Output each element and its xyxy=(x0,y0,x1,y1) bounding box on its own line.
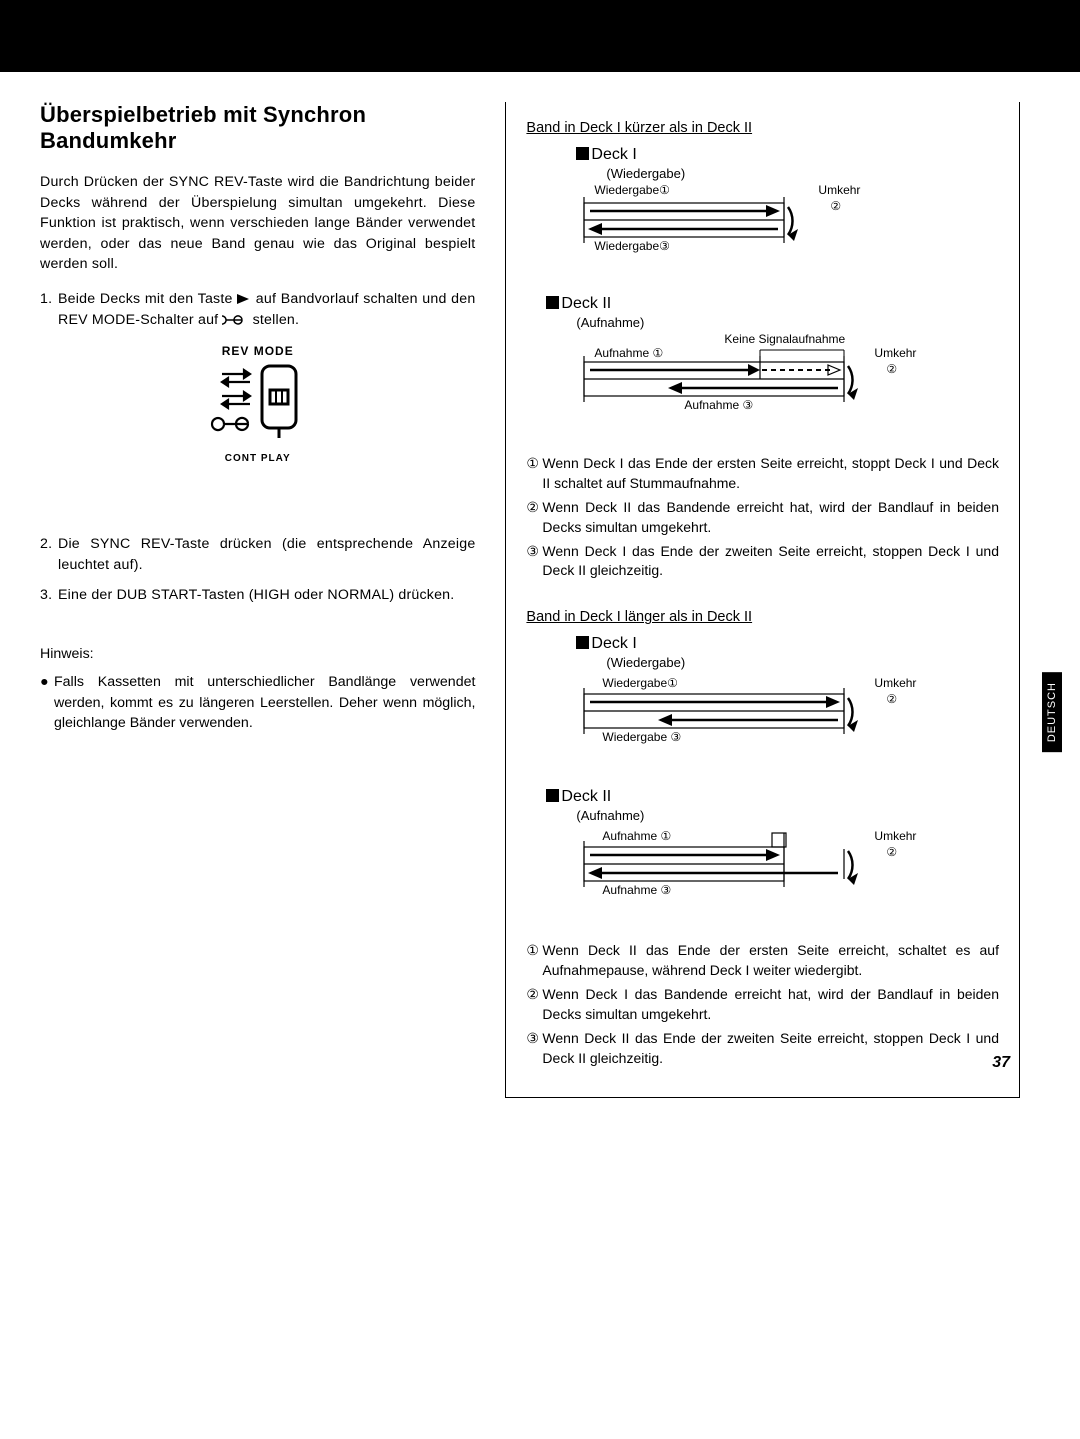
step-3: 3. Eine der DUB START-Tasten (HIGH oder … xyxy=(40,585,475,606)
square-bullet-icon xyxy=(576,147,589,160)
case2-d1-bot-label: Wiedergabe ③ xyxy=(602,730,681,744)
case2-d1-top-label: Wiedergabe① xyxy=(602,676,677,690)
square-bullet-icon xyxy=(546,296,559,309)
case2-deck1-title: Deck I xyxy=(576,635,999,653)
rev-mode-label-bottom: CONT PLAY xyxy=(40,453,475,464)
circled-2-icon: ② xyxy=(526,498,542,538)
page-number: 37 xyxy=(992,1054,1010,1072)
header-black-bar xyxy=(0,0,1080,72)
case2-deck1-sub: (Wiedergabe) xyxy=(606,655,999,670)
case2-d1-rev-label: Umkehr xyxy=(874,676,916,690)
case1-deck2-title: Deck II xyxy=(546,295,999,313)
circled-1-icon: ① xyxy=(526,454,542,494)
case2-d1-rev-no: ② xyxy=(886,692,897,706)
case2-deck2-diagram: Aufnahme ① Aufnahme ③ Umkehr ② xyxy=(554,829,999,923)
case1-d2-rev-label: Umkehr xyxy=(874,346,916,360)
case2-explain: ①Wenn Deck II das Ende der ersten Seite … xyxy=(526,941,999,1068)
case2-d2-rev-no: ② xyxy=(886,845,897,859)
diagram-box: Band in Deck I kürzer als in Deck II Dec… xyxy=(505,102,1020,1098)
rev-mode-diagram: REV MODE CONT PLAY xyxy=(40,344,475,464)
case1-d1-rev-label: Umkehr xyxy=(818,183,860,197)
case1-deck1-title: Deck I xyxy=(576,146,999,164)
case1-d1-bot-label: Wiedergabe③ xyxy=(594,239,669,253)
circled-3-icon: ③ xyxy=(526,542,542,582)
case1-d1-top-label: Wiedergabe① xyxy=(594,183,669,197)
left-column: Überspielbetrieb mit Synchron Bandumkehr… xyxy=(40,102,475,1098)
case1-d1-rev-no: ② xyxy=(830,199,841,213)
step-1-text: Beide Decks mit den Taste auf Bandvorlau… xyxy=(58,289,475,330)
square-bullet-icon xyxy=(546,789,559,802)
intro-paragraph: Durch Drücken der SYNC REV-Taste wird di… xyxy=(40,172,475,275)
step-1: 1. Beide Decks mit den Taste auf Bandvor… xyxy=(40,289,475,330)
step-2: 2. Die SYNC REV-Taste drücken (die entsp… xyxy=(40,534,475,575)
play-icon xyxy=(237,294,251,304)
rev-mode-switch-icon xyxy=(208,364,308,442)
case1-deck1-diagram: Wiedergabe① Wiedergabe③ Umkehr ② xyxy=(554,187,999,277)
case1-deck2-diagram: Keine Signalaufnahme xyxy=(554,336,999,436)
language-tab: DEUTSCH xyxy=(1042,672,1062,752)
case1-explain: ①Wenn Deck I das Ende der ersten Seite e… xyxy=(526,454,999,581)
hinweis-bullet: ● Falls Kassetten mit unterschiedlicher … xyxy=(40,672,475,734)
case1-d2-bot-label: Aufnahme ③ xyxy=(684,398,753,412)
rev-mode-label-top: REV MODE xyxy=(40,344,475,358)
case1-deck2-sub: (Aufnahme) xyxy=(576,315,999,330)
case1-d2-top-label: Aufnahme ① xyxy=(594,346,663,360)
bullet-dot-icon: ● xyxy=(40,672,54,734)
case2-d2-top-label: Aufnahme ① xyxy=(602,829,671,843)
case2-d2-rev-label: Umkehr xyxy=(874,829,916,843)
circled-2-icon: ② xyxy=(526,985,542,1025)
case1-deck1-sub: (Wiedergabe) xyxy=(606,166,999,181)
circled-1-icon: ① xyxy=(526,941,542,981)
hinweis-label: Hinweis: xyxy=(40,646,475,662)
case2-deck2-sub: (Aufnahme) xyxy=(576,808,999,823)
case2-heading: Band in Deck I länger als in Deck II xyxy=(526,609,999,625)
square-bullet-icon xyxy=(576,636,589,649)
case2-d2-bot-label: Aufnahme ③ xyxy=(602,883,671,897)
case2-deck1-diagram: Wiedergabe① Wiedergabe ③ Umkehr ② xyxy=(554,676,999,770)
case1-d2-nosig: Keine Signalaufnahme xyxy=(724,332,845,346)
page-title: Überspielbetrieb mit Synchron Bandumkehr xyxy=(40,102,475,154)
loop-icon xyxy=(222,314,248,326)
case1-heading: Band in Deck I kürzer als in Deck II xyxy=(526,120,999,136)
circled-3-icon: ③ xyxy=(526,1029,542,1069)
case2-deck2-title: Deck II xyxy=(546,788,999,806)
case1-d2-rev-no: ② xyxy=(886,362,897,376)
right-column: Band in Deck I kürzer als in Deck II Dec… xyxy=(505,102,1020,1098)
